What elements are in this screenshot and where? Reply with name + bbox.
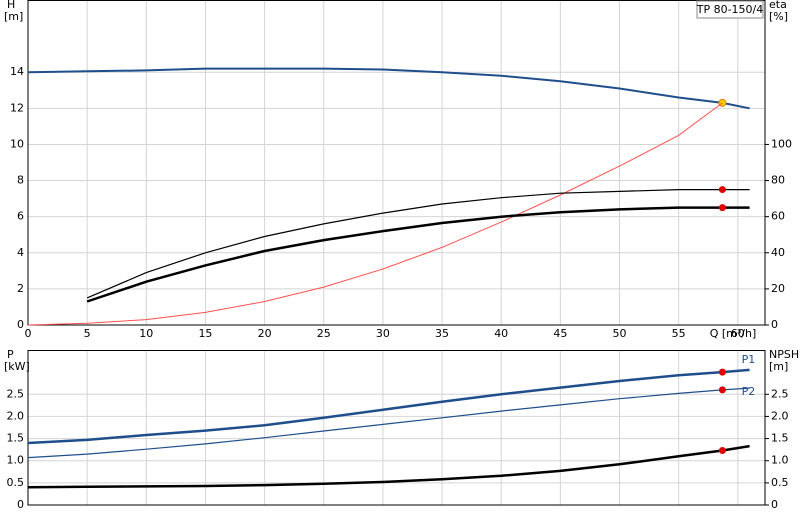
x-tick-label: 35 (435, 327, 449, 340)
model-label: TP 80-150/4 (696, 3, 764, 16)
curve (27, 368, 750, 445)
y-tick-label: 14 (10, 65, 24, 78)
series-label: P2 (742, 385, 756, 398)
y-tick-label: 0 (17, 498, 24, 511)
y-tick-label: 8 (17, 174, 24, 187)
y-tick-label: 10 (10, 137, 24, 150)
y-tick-label: 6 (17, 210, 24, 223)
y2-tick-label: 1.5 (771, 432, 789, 445)
y-tick-label: 0 (17, 318, 24, 331)
duty-point (718, 186, 726, 194)
duty-point (718, 447, 726, 455)
x-tick-label: 60 (731, 327, 745, 340)
y2-tick-label: 0.5 (771, 476, 789, 489)
curve (27, 387, 750, 459)
y-tick-label: 2.5 (7, 387, 25, 400)
y2-tick-label: 0 (771, 318, 778, 331)
y-axis-label: [kW] (4, 360, 30, 373)
curve (86, 206, 750, 303)
y2-axis-label: [m] (769, 360, 788, 373)
y-tick-label: 1.0 (7, 454, 25, 467)
y2-tick-label: 100 (771, 137, 792, 150)
curve (86, 189, 750, 299)
x-tick-label: 30 (376, 327, 390, 340)
plot-frame (27, 350, 766, 506)
x-tick-label: 20 (258, 327, 272, 340)
y-tick-label: 2.0 (7, 409, 25, 422)
model-box (696, 0, 764, 19)
y2-axis-label: [%] (769, 10, 788, 23)
duty-point (718, 386, 726, 394)
y2-axis-label: eta (769, 0, 787, 11)
x-tick-label: 50 (612, 327, 626, 340)
y-axis-label: [m] (4, 10, 23, 23)
y2-tick-label: 2.5 (771, 387, 789, 400)
x-tick-label: 15 (198, 327, 212, 340)
y2-axis-label: NPSH (769, 348, 799, 361)
y-axis-label: H (7, 0, 15, 11)
x-tick-label: 55 (672, 327, 686, 340)
y2-tick-label: 0 (771, 498, 778, 511)
y-tick-label: 4 (17, 246, 24, 259)
y2-tick-label: 20 (771, 282, 785, 295)
duty-point (718, 368, 726, 376)
y2-tick-label: 60 (771, 210, 785, 223)
y-tick-label: 1.5 (7, 432, 25, 445)
duty-point (718, 204, 726, 212)
y-axis-label: P (7, 348, 14, 361)
x-tick-label: 40 (494, 327, 508, 340)
y2-tick-label: 40 (771, 246, 785, 259)
y-tick-label: 12 (10, 101, 24, 114)
x-axis-label: Q [m³/h] (710, 327, 757, 340)
x-tick-label: 45 (553, 327, 567, 340)
duty-point (718, 98, 727, 107)
y-tick-label: 2 (17, 282, 24, 295)
plot-frame (27, 0, 766, 326)
y2-tick-label: 1.0 (771, 454, 789, 467)
x-tick-label: 0 (25, 327, 32, 340)
curve (27, 67, 750, 110)
curve (27, 102, 723, 326)
x-tick-label: 25 (317, 327, 331, 340)
x-tick-label: 10 (139, 327, 153, 340)
y2-tick-label: 2.0 (771, 409, 789, 422)
y2-tick-label: 80 (771, 174, 785, 187)
x-tick-label: 5 (84, 327, 91, 340)
series-label: P1 (742, 353, 756, 366)
curve (27, 444, 750, 489)
y-tick-label: 0.5 (7, 476, 25, 489)
